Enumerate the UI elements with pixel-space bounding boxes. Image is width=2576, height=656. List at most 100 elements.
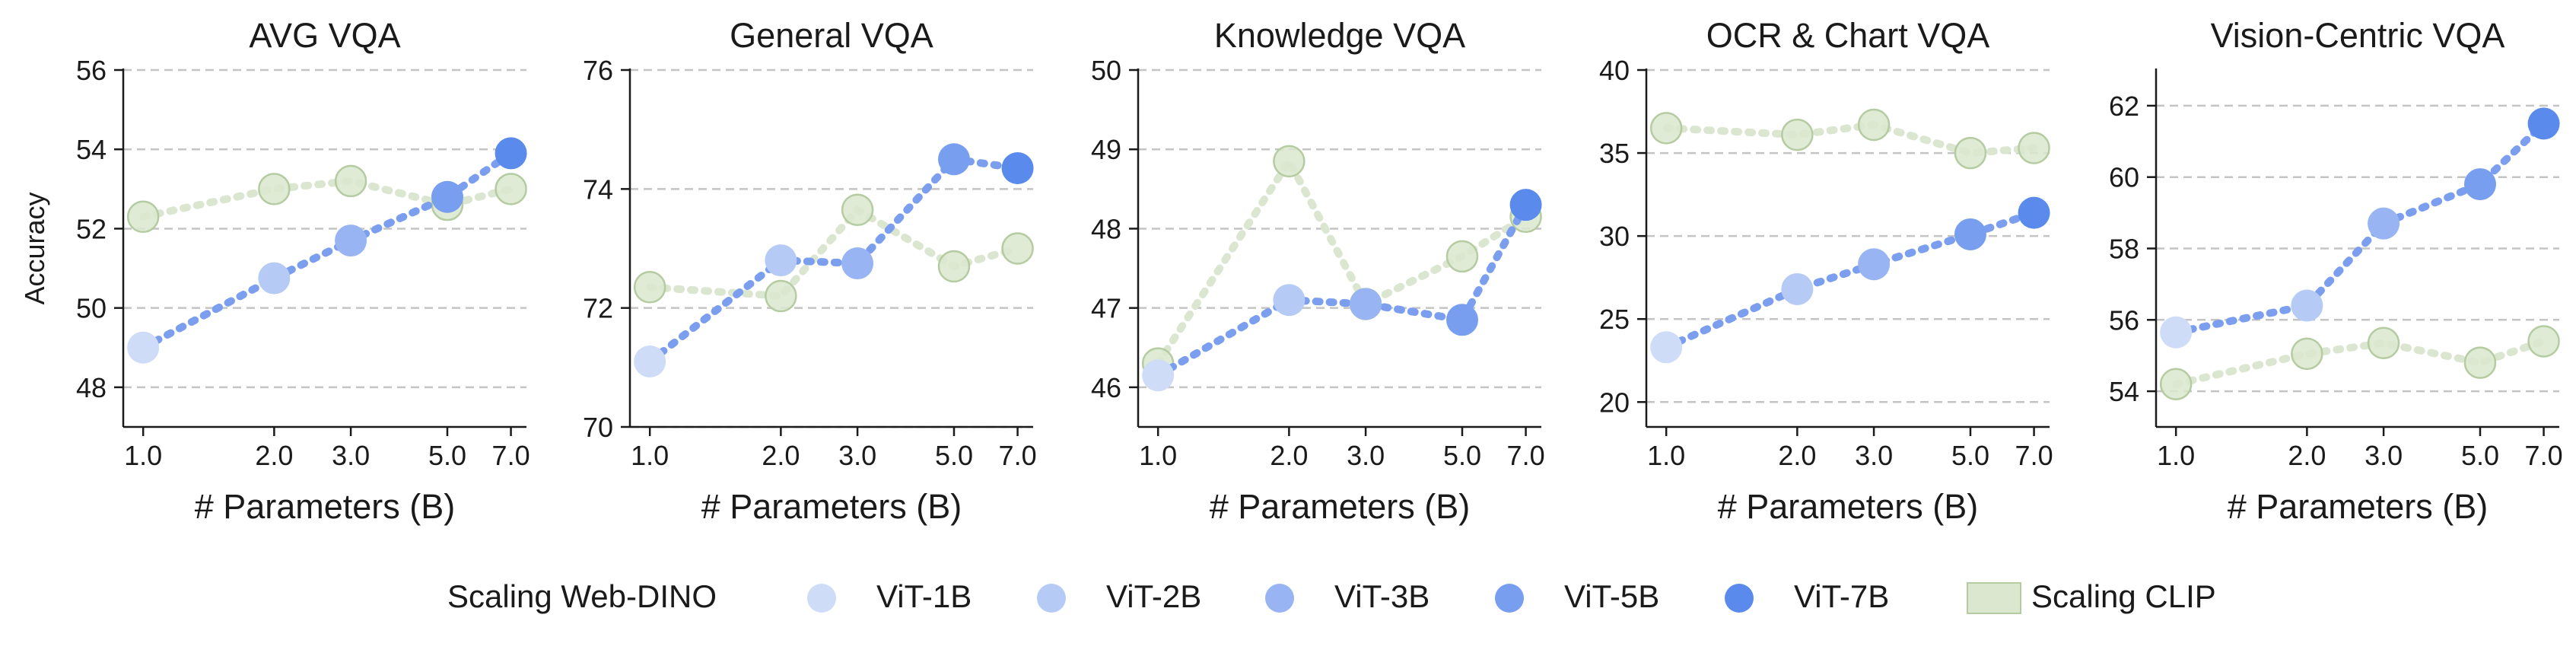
dino-point — [2368, 207, 2400, 240]
dino-point — [1858, 248, 1891, 281]
x-tick-label: 2.0 — [1270, 440, 1308, 471]
y-tick-label: 54 — [2109, 376, 2139, 407]
clip-point — [258, 173, 291, 205]
y-tick-label: 48 — [76, 372, 107, 403]
legend-items: ViT-1B ViT-2B ViT-3B ViT-5B ViT-7B — [807, 578, 1889, 614]
legend-marker — [1037, 584, 1066, 613]
dino-point — [1273, 284, 1305, 317]
y-tick-label: 54 — [76, 134, 107, 165]
dino-point — [1954, 218, 1986, 250]
dino-series-line — [646, 154, 1022, 365]
y-tick-label: 46 — [1091, 372, 1121, 403]
x-tick-label: 1.0 — [1647, 440, 1685, 471]
legend-label: ViT-2B — [1106, 578, 1201, 614]
chart-panel-5: 54 56 58 60 62 1.0 2.0 3.0 5.0 7.0 Vision-Centric … — [2109, 16, 2563, 526]
dino-point — [1509, 189, 1542, 221]
y-tick-label: 56 — [76, 55, 107, 86]
x-tick-label: 5.0 — [935, 440, 973, 471]
dino-point — [495, 137, 527, 170]
y-tick-label: 50 — [76, 293, 107, 324]
x-tick-label: 7.0 — [1507, 440, 1545, 471]
x-tick-label: 5.0 — [1443, 440, 1481, 471]
dino-series-line — [1154, 201, 1530, 380]
y-tick-label: 58 — [2109, 234, 2139, 265]
x-tick-label: 7.0 — [2525, 440, 2563, 471]
dino-point — [1781, 272, 1814, 305]
chart-title: Vision-Centric VQA — [2211, 16, 2505, 55]
x-tick-label: 2.0 — [1778, 440, 1816, 471]
dino-point — [1445, 304, 1478, 336]
x-tick-label: 2.0 — [762, 440, 800, 471]
y-tick-label: 52 — [76, 213, 107, 244]
dino-series-line — [139, 149, 515, 352]
y-tick-label: 49 — [1091, 134, 1121, 165]
x-tick-label: 5.0 — [2461, 440, 2499, 471]
x-tick-label: 3.0 — [1855, 440, 1893, 471]
clip-point — [1954, 136, 1987, 170]
y-tick-label: 40 — [1599, 55, 1630, 86]
dino-point — [1001, 151, 1034, 184]
x-tick-label: 2.0 — [255, 440, 293, 471]
x-tick-label: 1.0 — [1139, 440, 1177, 471]
dino-point — [2463, 168, 2496, 201]
clip-point — [1001, 232, 1034, 265]
legend-marker — [1725, 584, 1754, 613]
clip-point — [1445, 240, 1479, 273]
y-tick-label: 72 — [583, 293, 613, 324]
chart-panel-4: 20 25 30 35 40 1.0 2.0 3.0 5.0 7.0 OCR & Chart VQA… — [1599, 16, 2053, 526]
y-tick-label: 74 — [583, 174, 613, 205]
chart-panel-2: 70 72 74 76 1.0 2.0 3.0 5.0 7.0 General VQA # Para… — [583, 16, 1037, 526]
x-tick-label: 1.0 — [631, 440, 669, 471]
x-tick-label: 7.0 — [999, 440, 1037, 471]
x-axis-label: # Parameters (B) — [1718, 487, 1979, 526]
dino-point — [431, 180, 463, 213]
y-tick-label: 62 — [2109, 91, 2139, 122]
clip-point — [633, 271, 666, 304]
dino-point — [937, 143, 970, 176]
y-tick-label: 60 — [2109, 162, 2139, 193]
clip-point — [2291, 337, 2323, 371]
legend-marker — [807, 584, 836, 613]
y-tick-label: 47 — [1091, 293, 1121, 324]
chart-title: AVG VQA — [249, 16, 400, 55]
x-tick-label: 1.0 — [124, 440, 162, 471]
dino-point — [634, 346, 666, 378]
dino-point — [841, 247, 874, 280]
chart-panel-3: 46 47 48 49 50 1.0 2.0 3.0 5.0 7.0 Knowledge VQA # … — [1091, 16, 1545, 526]
y-tick-label: 56 — [2109, 304, 2139, 336]
x-tick-label: 5.0 — [1951, 440, 1989, 471]
clip-point — [2527, 325, 2560, 358]
x-tick-label: 5.0 — [428, 440, 466, 471]
dino-point — [765, 244, 797, 277]
legend-label: ViT-1B — [876, 578, 972, 614]
dino-point — [2291, 289, 2323, 322]
dino-point — [1350, 288, 1382, 320]
dino-point — [127, 331, 160, 364]
chart-panel-1: 48 50 52 54 56 1.0 2.0 3.0 5.0 7.0 AVG VQA # Parame… — [19, 16, 530, 526]
dino-point — [2018, 196, 2050, 229]
y-tick-label: 48 — [1091, 213, 1121, 244]
legend-label: ViT-3B — [1334, 578, 1430, 614]
clip-point — [2018, 132, 2050, 164]
y-tick-label: 25 — [1599, 304, 1630, 335]
y-tick-label: 35 — [1599, 138, 1630, 169]
clip-point — [1781, 118, 1814, 151]
y-tick-label: 76 — [583, 55, 613, 86]
clip-point — [765, 279, 797, 313]
dino-point — [2160, 316, 2193, 349]
chart-title: OCR & Chart VQA — [1706, 16, 1990, 55]
clip-point — [126, 200, 160, 234]
clip-point — [2367, 326, 2400, 360]
y-axis-label: Accuracy — [19, 192, 50, 304]
clip-point — [1273, 145, 1305, 178]
dino-point — [335, 225, 367, 257]
clip-point — [2463, 346, 2497, 379]
dino-point — [2527, 107, 2560, 140]
x-axis-label: # Parameters (B) — [701, 487, 962, 526]
legend-marker — [1495, 584, 1524, 613]
x-axis-label: # Parameters (B) — [195, 487, 456, 526]
clip-point — [1649, 112, 1683, 145]
x-tick-label: 3.0 — [838, 440, 876, 471]
legend-label: ViT-5B — [1564, 578, 1659, 614]
